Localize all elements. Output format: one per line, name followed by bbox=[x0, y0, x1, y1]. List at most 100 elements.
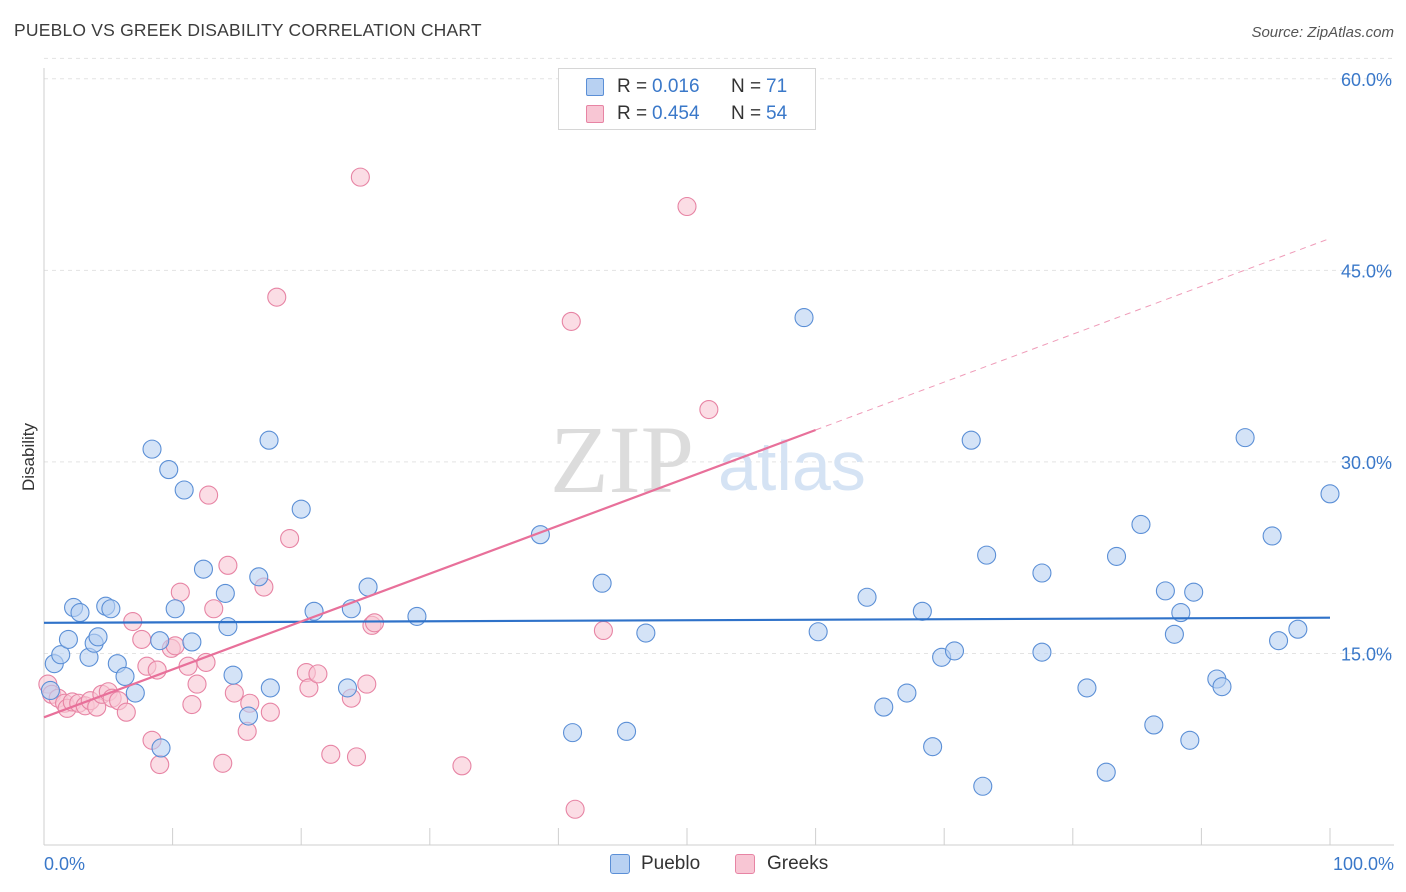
greeks-point bbox=[452, 756, 472, 776]
pueblo-point bbox=[961, 430, 981, 450]
pueblo-point bbox=[1155, 581, 1175, 601]
greeks-trend-extension bbox=[815, 237, 1331, 431]
pueblo-point bbox=[115, 666, 135, 686]
watermark-atlas: atlas bbox=[718, 427, 866, 505]
y-tick-label: 60.0% bbox=[1341, 70, 1392, 90]
pueblo-point bbox=[238, 706, 259, 726]
x-tick-label-max: 100.0% bbox=[1333, 854, 1394, 874]
legend-r-label: R = bbox=[617, 103, 648, 124]
pueblo-point bbox=[165, 599, 185, 619]
legend-row-greeks: R = 0.454 N = 54 bbox=[559, 100, 815, 126]
correlation-legend: R = 0.016 N = 71 R = 0.454 N = 54 bbox=[558, 68, 816, 130]
greeks-point bbox=[267, 287, 287, 307]
pueblo-point bbox=[58, 629, 78, 649]
pueblo-point bbox=[40, 680, 60, 701]
pueblo-point bbox=[977, 545, 997, 565]
y-tick-label: 15.0% bbox=[1341, 644, 1392, 664]
chart-source: Source: ZipAtlas.com bbox=[1251, 24, 1394, 41]
greeks-point bbox=[204, 599, 224, 619]
pueblo-point bbox=[1077, 678, 1097, 698]
pueblo-point bbox=[1106, 546, 1127, 566]
greeks-point bbox=[170, 582, 190, 602]
pueblo-point bbox=[259, 430, 279, 450]
pueblo-point bbox=[151, 738, 171, 758]
pueblo-point bbox=[1164, 624, 1184, 644]
x-tick-labels: 0.0% 100.0% bbox=[44, 854, 1394, 874]
greeks-point bbox=[364, 613, 385, 633]
pueblo-point bbox=[617, 721, 637, 741]
pueblo-point bbox=[1032, 563, 1052, 583]
legend-r-value: 0.016 bbox=[652, 76, 700, 97]
greeks-point bbox=[350, 167, 370, 187]
greeks-point bbox=[224, 683, 244, 703]
pueblo-point bbox=[159, 460, 179, 480]
pueblo-point bbox=[808, 622, 828, 642]
pueblo-point bbox=[174, 480, 194, 500]
pueblo-point bbox=[51, 645, 71, 665]
pueblo-point bbox=[150, 631, 170, 651]
series-legend-greeks: Greeks bbox=[735, 852, 835, 876]
pueblo-point bbox=[794, 308, 814, 328]
pueblo-point bbox=[1184, 582, 1204, 602]
pueblo-point bbox=[592, 573, 612, 593]
pueblo-point bbox=[142, 439, 162, 459]
pueblo-point bbox=[88, 627, 108, 647]
greeks-point bbox=[213, 753, 233, 773]
greeks-point bbox=[677, 196, 697, 217]
greeks-legend-swatch bbox=[735, 854, 755, 874]
pueblo-point bbox=[1144, 715, 1164, 735]
pueblo-point bbox=[897, 683, 917, 703]
y-axis-label: Disability bbox=[19, 422, 38, 491]
greeks-point bbox=[116, 702, 136, 722]
gridlines bbox=[44, 57, 1394, 654]
greeks-point bbox=[182, 694, 202, 715]
greeks-point bbox=[561, 311, 581, 331]
pueblo-legend-label: Pueblo bbox=[641, 853, 701, 874]
pueblo-point bbox=[249, 567, 269, 587]
pueblo-swatch bbox=[586, 78, 604, 96]
greeks-point bbox=[132, 629, 152, 649]
pueblo-point bbox=[1212, 677, 1232, 697]
pueblo-point bbox=[1096, 762, 1116, 782]
greeks-point bbox=[299, 678, 319, 698]
greeks-point bbox=[260, 702, 280, 722]
pueblo-point bbox=[923, 737, 943, 757]
greeks-point bbox=[199, 485, 219, 505]
series-legend-pueblo: Pueblo bbox=[610, 852, 710, 876]
pueblo-point bbox=[337, 678, 358, 698]
pueblo-point bbox=[407, 606, 427, 626]
greeks-point bbox=[280, 528, 300, 549]
greeks-point bbox=[308, 664, 328, 684]
y-tick-label: 45.0% bbox=[1341, 261, 1392, 281]
pueblo-point bbox=[973, 776, 993, 796]
greeks-point bbox=[321, 744, 341, 764]
greeks-point bbox=[150, 754, 170, 775]
greeks-point bbox=[593, 620, 613, 641]
greeks-legend-label: Greeks bbox=[767, 853, 829, 874]
watermark-zip: ZIP bbox=[550, 406, 694, 513]
pueblo-point bbox=[101, 599, 121, 619]
greeks-point bbox=[187, 674, 207, 694]
legend-r-value: 0.454 bbox=[652, 103, 700, 124]
chart-title: PUEBLO VS GREEK DISABILITY CORRELATION C… bbox=[14, 20, 482, 40]
pueblo-points bbox=[40, 308, 1340, 796]
watermark: ZIP atlas bbox=[550, 406, 866, 513]
pueblo-point bbox=[1180, 730, 1200, 750]
pueblo-point bbox=[215, 583, 235, 603]
pueblo-point bbox=[260, 678, 280, 698]
legend-n-value: 71 bbox=[766, 76, 788, 97]
pueblo-point bbox=[223, 665, 243, 685]
greeks-point bbox=[346, 747, 367, 767]
greeks-point bbox=[699, 399, 719, 420]
legend-n-label: N = bbox=[731, 76, 762, 97]
pueblo-point bbox=[1131, 514, 1151, 535]
pueblo-point bbox=[874, 697, 894, 717]
pueblo-point bbox=[1262, 526, 1282, 546]
legend-n-value: 54 bbox=[766, 103, 788, 124]
x-tick-label-min: 0.0% bbox=[44, 854, 85, 874]
legend-r-label: R = bbox=[617, 76, 648, 97]
pueblo-point bbox=[1171, 603, 1191, 623]
pueblo-point bbox=[944, 641, 965, 661]
greeks-point bbox=[565, 799, 585, 819]
